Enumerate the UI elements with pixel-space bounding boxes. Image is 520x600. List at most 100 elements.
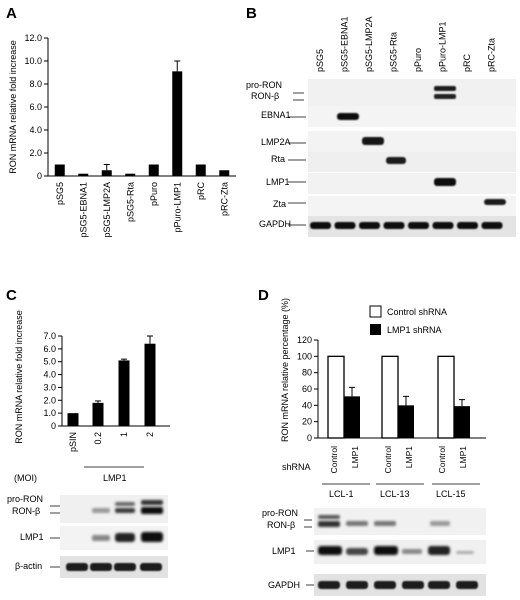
bar-psg5 [54, 164, 65, 176]
bar-psg5-rta [125, 173, 136, 176]
chart-d: 0 20 40 60 80 100 120 RON mRNA relative percent… [280, 298, 486, 443]
chart-c-y-tick-label: 4.0 [43, 370, 56, 380]
x-label-psg5: pSG5 [55, 182, 65, 205]
bar-c-2 [144, 343, 156, 426]
shrna-label: shRNA [282, 462, 311, 472]
blot-strip-ebna1 [308, 106, 516, 127]
band-b-zta [484, 199, 506, 205]
x-label-ppuro: pPuro [149, 182, 159, 206]
chart-a-y-axis-label: RON mRNA relative fold increase [8, 40, 18, 174]
chart-a: 0 2.0 4.0 6.0 8.0 10.0 12.0 RON mRNA relative f… [8, 33, 236, 238]
lane-label-d-control: Control [329, 446, 339, 474]
band-b-ron-beta [434, 94, 456, 99]
lane-label-d-lmp1: LMP1 [404, 446, 414, 468]
chart-a-y-tick-label: 6.0 [29, 102, 42, 112]
row-label-zta: Zta [273, 199, 286, 209]
x-label-psg5-lmp2a: pSG5-LMP2A [102, 182, 112, 238]
gapdh-band-psg5 [310, 222, 331, 229]
x-label-prc: pRC [196, 182, 206, 201]
chart-d-y-tick-label: 20 [302, 417, 312, 427]
bar-prc [195, 164, 206, 176]
chart-a-y-tick-label: 0 [37, 171, 42, 181]
row-label-rta: Rta [271, 154, 285, 164]
row-label-lmp2a: LMP2A [261, 137, 291, 147]
x-label-psg5-ebna1: pSG5-EBNA1 [78, 182, 88, 238]
lmp1-group-label: LMP1 [103, 473, 127, 483]
cell-line-lcl15: LCL-15 [436, 489, 466, 499]
lane-label-psg5-rta: pSG5-Rta [389, 32, 399, 72]
row-label-ron-beta: RON-β [251, 91, 279, 101]
lane-label-d-lmp1: LMP1 [350, 446, 360, 468]
bar-d-lmp1-lcl-1 [344, 396, 360, 438]
gapdh-band-psg5-ebna1 [334, 222, 356, 229]
band-b-lmp1 [434, 178, 456, 186]
gapdh-band-psg5-lmp2a [359, 222, 380, 229]
bar-d-control-lcl-13 [381, 355, 399, 439]
band-b-pro-ron [434, 86, 456, 91]
blot-strip-lmp1 [308, 173, 516, 194]
panel-label-c: C [6, 287, 17, 304]
bar-ppuro [148, 164, 159, 176]
gapdh-band-ppuro [408, 222, 429, 229]
gapdh-band-prc-zta [481, 222, 503, 229]
lane-label-prc-zta: pRC-Zta [487, 38, 497, 72]
x-label-c-moi-1: 1 [119, 432, 129, 437]
bar-c-psin [67, 413, 79, 426]
bar-d-lmp1-lcl-13 [398, 405, 414, 438]
lane-label-d-lmp1: LMP1 [458, 446, 468, 468]
gapdh-band-prc [457, 222, 478, 229]
row-label-d-lmp1: LMP1 [272, 546, 296, 556]
row-label-c-pro-ron: pro-RON [7, 494, 43, 504]
row-label-d-gapdh: GAPDH [268, 580, 300, 590]
panel-label-b: B [246, 5, 257, 22]
actin-band [66, 563, 88, 571]
legend-swatch-control [369, 305, 382, 318]
chart-d-y-tick-label: 100 [297, 351, 312, 361]
x-label-psg5-rta: pSG5-Rta [125, 182, 135, 222]
row-label-c-ron-beta: RON-β [12, 506, 40, 516]
panel-label-a: A [6, 5, 17, 22]
x-label-c-psin: pSIN [68, 432, 78, 452]
chart-c-y-tick-label: 0 [51, 421, 56, 431]
gapdh-band-d [346, 581, 368, 589]
actin-band [140, 563, 162, 571]
x-label-c-moi-2: 2 [145, 432, 155, 437]
panel-label-d: D [258, 287, 269, 304]
chart-a-y-tick-label: 2.0 [29, 148, 42, 158]
blot-b: pSG5 pSG5-EBNA1 pSG5-LMP2A pSG5-Rta pPuro pPu… [246, 16, 516, 237]
row-label-pro-ron: pro-RON [246, 80, 282, 90]
gapdh-band-psg5-rta [383, 222, 405, 229]
chart-d-y-axis-label: RON mRNA relative percentage (%) [280, 298, 290, 442]
moi-label: (MOI) [14, 473, 37, 483]
blot-strip-zta [308, 196, 516, 217]
band-b-gapdh [310, 222, 503, 229]
actin-band [114, 563, 136, 571]
row-label-ebna1: EBNA1 [261, 110, 291, 120]
chart-c-y-axis-label: RON mRNA relative fold increase [14, 310, 24, 444]
chart-d-y-tick-label: 80 [302, 368, 312, 378]
chart-d-y-tick-label: 40 [302, 400, 312, 410]
bar-d-control-lcl-15 [437, 355, 455, 439]
cell-line-lcl1: LCL-1 [329, 489, 354, 499]
bar-c-0-2 [92, 402, 104, 426]
lane-label-prc: pRC [462, 53, 472, 72]
legend-lmp1: LMP1 shRNA [387, 325, 442, 335]
gapdh-band-d [318, 581, 340, 589]
row-label-d-ron-beta: RON-β [267, 520, 295, 530]
blot-d: pro-RON RON-β LMP1 GAPDH [262, 508, 486, 596]
row-label-c-lmp1: LMP1 [20, 532, 44, 542]
gapdh-band-d [402, 581, 424, 589]
legend-swatch-lmp1 [370, 324, 381, 335]
bar-prc-zta [219, 170, 230, 176]
blot-c: pro-RON RON-β LMP1 β-actin [7, 494, 168, 578]
chart-c-y-tick-label: 5.0 [43, 357, 56, 367]
lane-label-d-control: Control [383, 446, 393, 474]
blot-strip-ron [308, 79, 516, 106]
x-label-c-moi-0-2: 0.2 [93, 432, 103, 445]
chart-a-y-tick-label: 8.0 [29, 79, 42, 89]
lane-label-ppuro: pPuro [413, 48, 423, 72]
chart-c-y-tick-label: 3.0 [43, 382, 56, 392]
band-b-lmp2a [362, 137, 384, 145]
x-label-ppuro-lmp1: pPuro-LMP1 [172, 182, 182, 233]
